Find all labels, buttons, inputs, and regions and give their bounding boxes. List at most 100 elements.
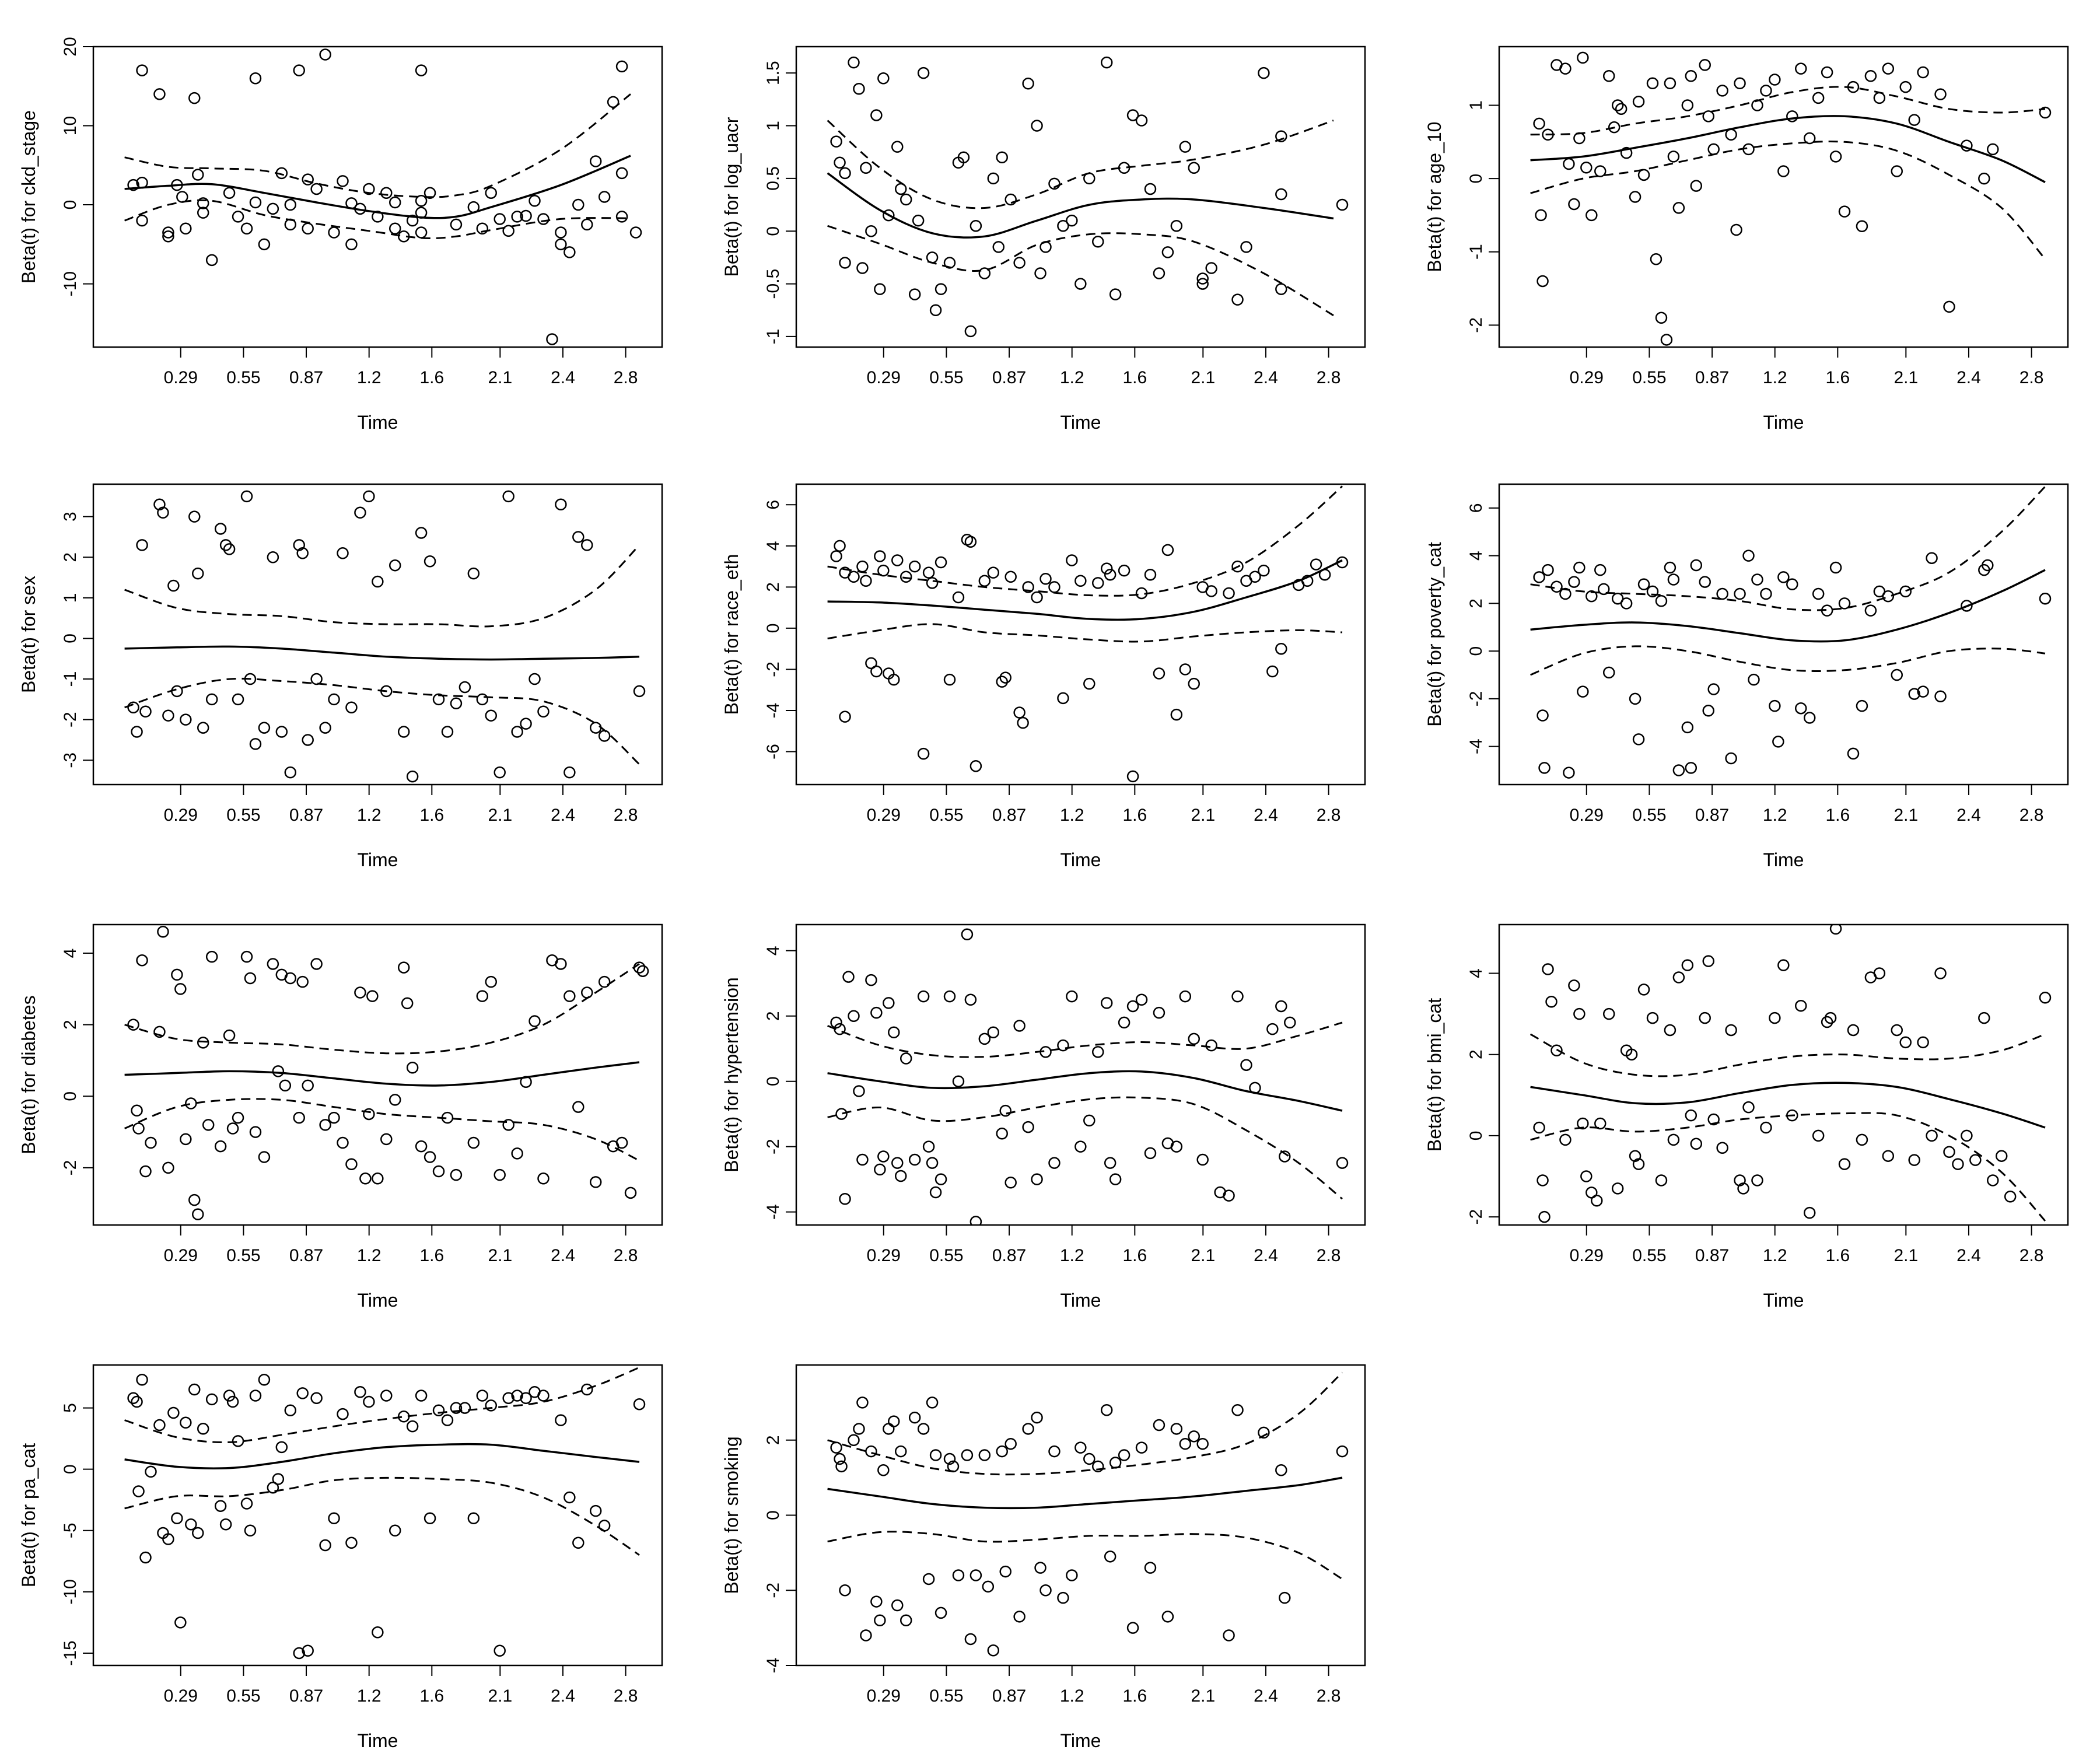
residual-point [929, 1449, 942, 1461]
residual-point [900, 570, 912, 583]
residual-point [1533, 571, 1545, 583]
residual-point [1667, 1133, 1680, 1146]
residual-point [1707, 143, 1720, 156]
x-tick-label: 2.8 [1317, 1686, 1341, 1706]
residual-point [354, 202, 366, 215]
residual-point [1620, 146, 1633, 159]
y-axis-title: Beta(t) for smoking [721, 1436, 742, 1594]
residual-point [598, 975, 611, 988]
residual-point [1559, 1133, 1572, 1146]
residual-point [359, 1172, 372, 1185]
residual-point [139, 1551, 152, 1564]
residual-point [502, 225, 514, 237]
y-tick-label: 10 [61, 116, 80, 135]
residual-point [132, 1122, 145, 1135]
residual-point [1646, 77, 1659, 90]
fit-line [827, 172, 1334, 239]
residual-point [830, 550, 842, 562]
residual-point [877, 1150, 890, 1163]
residual-point [131, 1395, 143, 1408]
x-tick-label: 1.2 [357, 806, 382, 825]
residual-point [1336, 556, 1349, 569]
x-axis-title: Time [1060, 1290, 1101, 1311]
residual-point [1961, 600, 1973, 612]
residual-point [415, 1140, 428, 1153]
y-tick-label: 0.5 [764, 166, 783, 191]
y-tick-label: -2 [764, 1139, 783, 1154]
residual-point [964, 993, 977, 1006]
residual-point [1608, 121, 1620, 134]
y-tick-label: -0.5 [764, 269, 783, 299]
upper-ci-line [1530, 1033, 2046, 1077]
x-axis-title: Time [1060, 1730, 1101, 1750]
residual-point [1083, 1114, 1096, 1127]
residual-point [1685, 1109, 1698, 1122]
residual-point [363, 1108, 375, 1121]
residual-point [1655, 595, 1668, 607]
residual-point [1690, 1138, 1703, 1150]
residual-point [136, 1373, 148, 1386]
residual-point [528, 1015, 541, 1027]
residual-point [1536, 275, 1549, 288]
residual-point [1573, 132, 1586, 145]
residual-point [258, 1151, 271, 1163]
panel-smoking: 0.29 0.55 0.87 1.2 1.6 2.1 2.4 2.8 -4 -2 0 2 Time Bet… [721, 1364, 1366, 1750]
residual-point [1057, 219, 1069, 232]
residual-point [1179, 990, 1192, 1003]
residual-point [302, 222, 314, 235]
residual-point [537, 1172, 550, 1185]
residual-point [1153, 267, 1166, 279]
residual-point [139, 1165, 152, 1178]
residual-point [197, 722, 209, 734]
residual-point [1091, 1046, 1104, 1058]
residual-point [1685, 69, 1698, 82]
plot-area [124, 926, 649, 1220]
residual-point [205, 693, 218, 706]
residual-point [922, 1140, 935, 1153]
residual-point [1135, 587, 1148, 600]
residual-point [354, 986, 366, 999]
x-tick-label: 2.8 [614, 806, 638, 825]
y-tick-label: 6 [764, 500, 783, 510]
residual-point [1655, 312, 1668, 324]
residual-point [943, 257, 956, 269]
residual-point [244, 673, 257, 685]
residual-point [131, 1104, 143, 1117]
residual-point [1066, 1569, 1078, 1581]
x-axis-title: Time [1060, 412, 1101, 433]
residual-point [1231, 990, 1244, 1003]
y-tick-label: -4 [764, 1658, 783, 1674]
residual-point [167, 1406, 180, 1419]
panel-age_10: 0.29 0.55 0.87 1.2 1.6 2.1 2.4 2.8 -2 -1 0 1 Time Bet… [1424, 46, 2069, 433]
residual-point [987, 172, 1000, 185]
residual-point [1568, 198, 1580, 211]
residual-point [267, 958, 279, 970]
plot-area [827, 56, 1349, 338]
y-axis-title: Beta(t) for hypertension [721, 977, 742, 1172]
residual-point [555, 226, 567, 239]
residual-point [1034, 1562, 1046, 1574]
residual-point [275, 1441, 288, 1454]
residual-point [615, 60, 628, 73]
residual-point [139, 705, 152, 718]
residual-point [1786, 1109, 1798, 1122]
residual-point [197, 197, 209, 209]
residual-point [1699, 576, 1711, 588]
residual-point [310, 1392, 323, 1405]
residual-point [319, 1119, 331, 1131]
residual-point [1066, 554, 1078, 566]
residual-point [1667, 150, 1680, 163]
residual-point [917, 990, 930, 1003]
residual-point [1266, 1023, 1279, 1035]
residual-point [441, 1414, 454, 1426]
residual-point [929, 1186, 942, 1199]
residual-point [1104, 1157, 1116, 1169]
residual-point [1126, 1000, 1139, 1013]
x-tick-label: 2.8 [614, 1246, 638, 1265]
residual-point [1057, 1039, 1069, 1052]
residual-point [1040, 1584, 1052, 1597]
residual-point [839, 167, 851, 180]
residual-point [1249, 1082, 1261, 1094]
residual-point [397, 230, 410, 243]
x-tick-label: 1.2 [357, 1686, 382, 1706]
